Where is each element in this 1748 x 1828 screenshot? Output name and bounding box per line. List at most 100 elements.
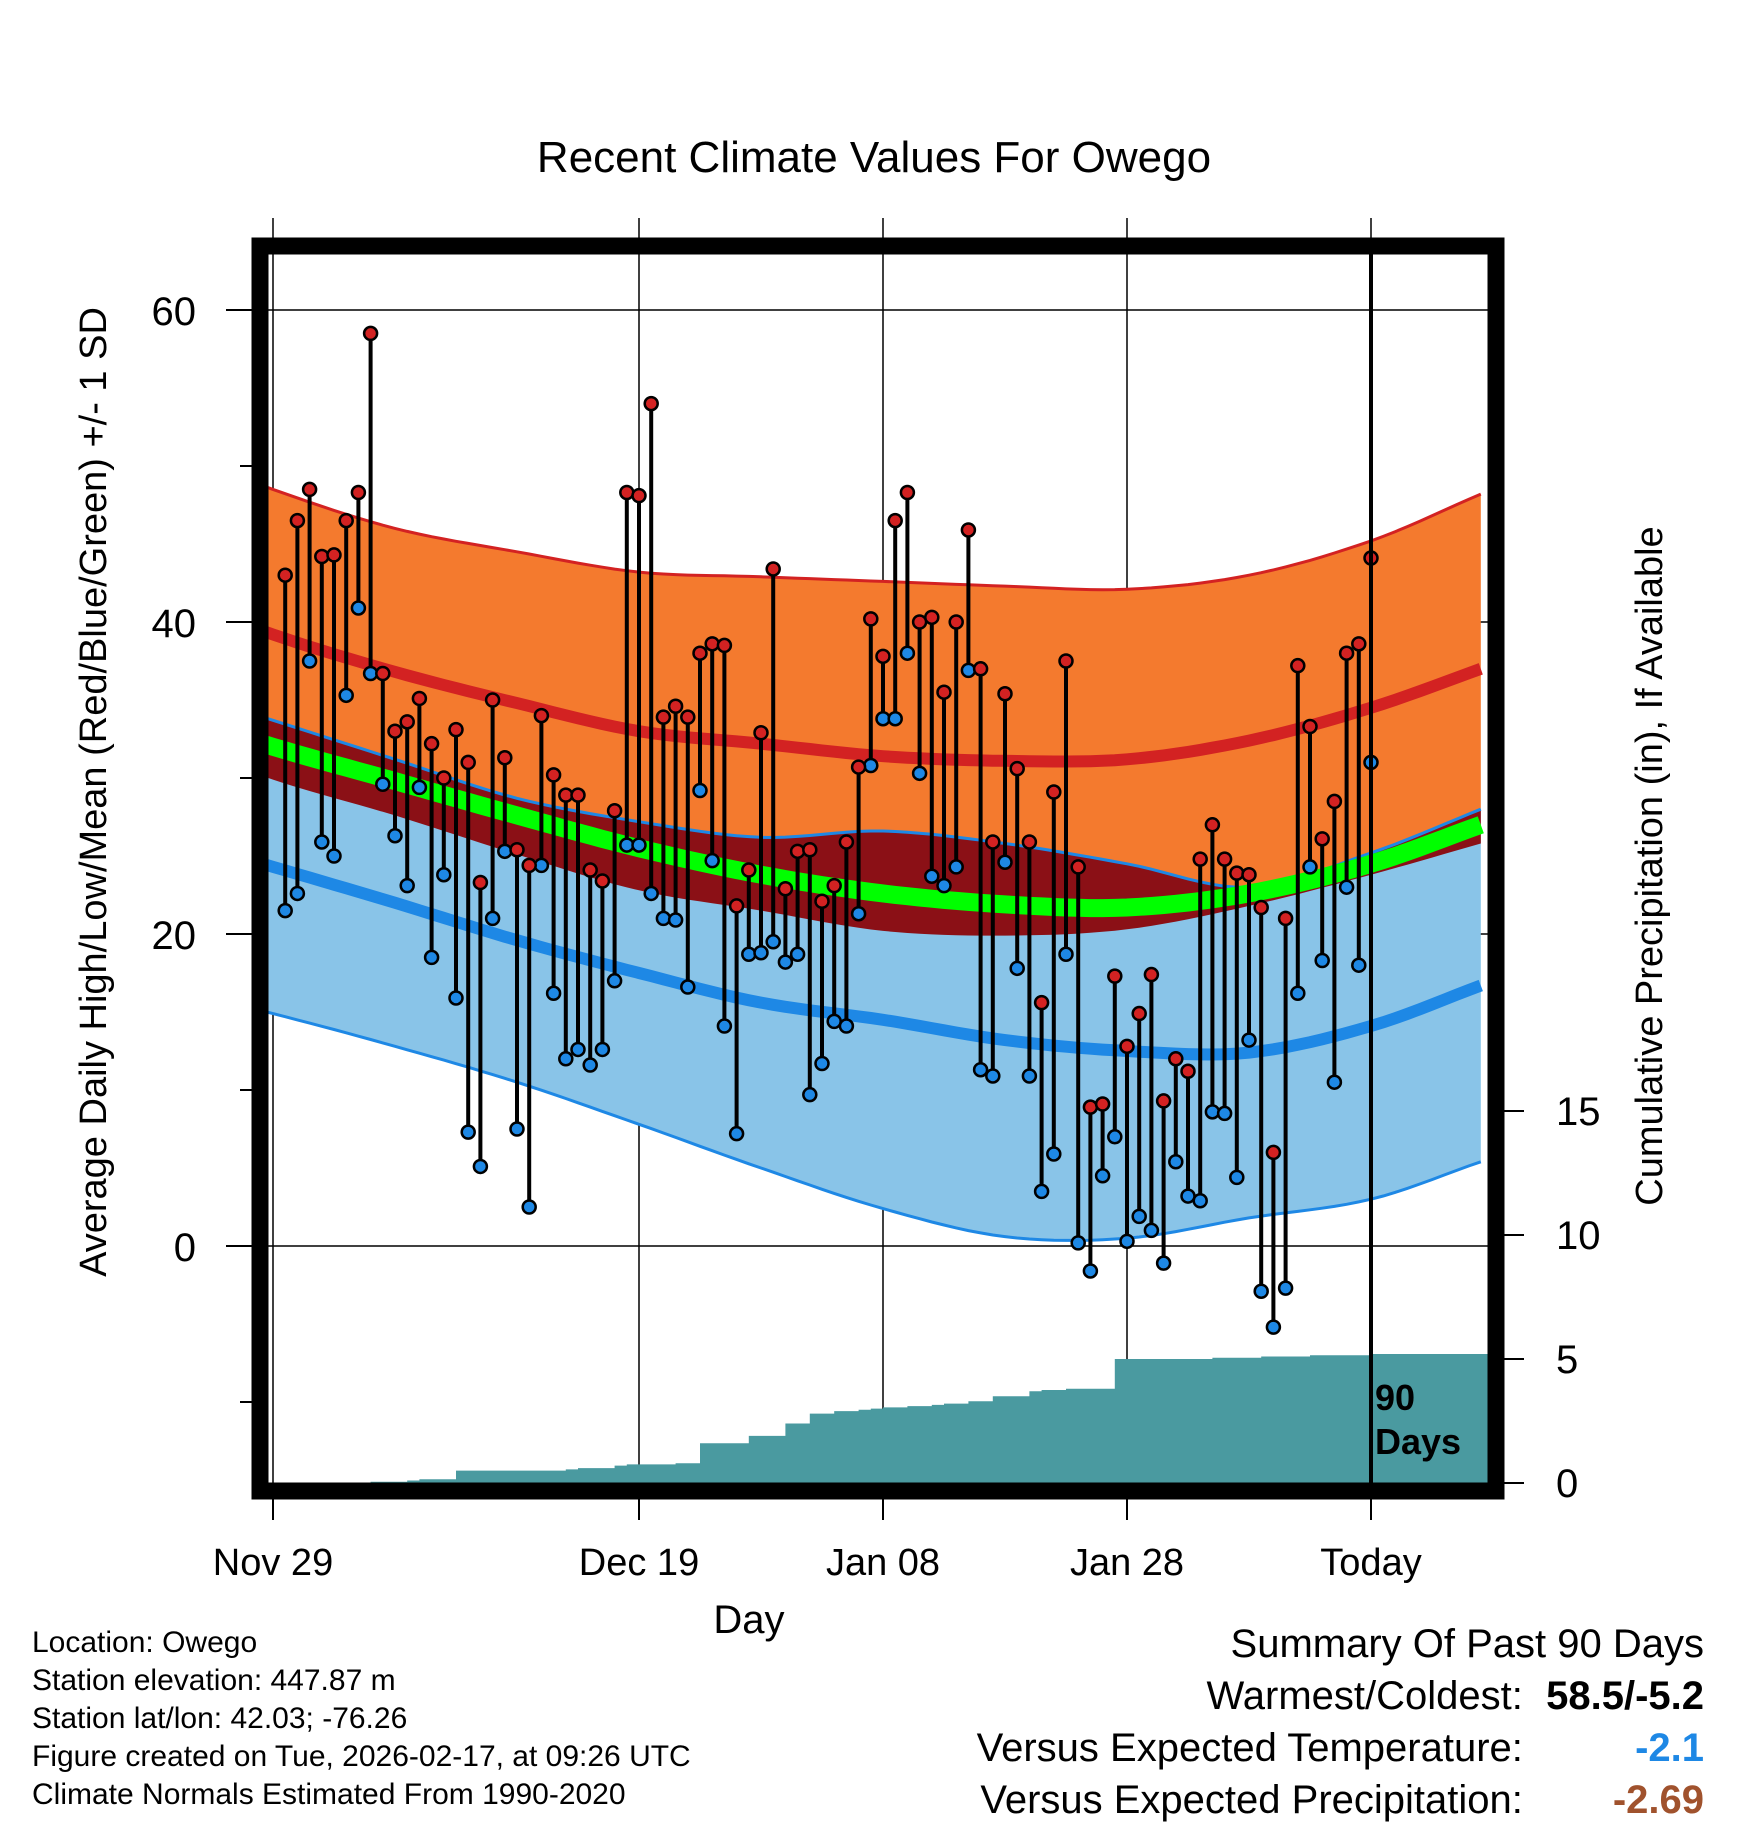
daily-low-point	[1326, 1074, 1343, 1090]
daily-high-point	[985, 834, 1001, 850]
daily-high-point	[1180, 1063, 1196, 1080]
daily-high-point	[728, 898, 745, 914]
daily-low-point	[972, 1061, 989, 1078]
daily-high-point	[277, 567, 293, 583]
daily-low-point	[436, 866, 452, 883]
daily-low-point	[680, 979, 696, 995]
x-tick-label: Today	[1320, 1542, 1421, 1584]
daily-low-point	[728, 1125, 745, 1142]
daily-high-point	[680, 709, 696, 725]
daily-high-point	[484, 692, 501, 708]
daily-high-point	[1058, 653, 1074, 669]
daily-high-point	[863, 611, 879, 627]
daily-low-point	[936, 877, 952, 894]
created-text: Figure created on Tue, 2026-02-17, at 09…	[32, 1740, 691, 1773]
daily-low-point	[1046, 1146, 1062, 1162]
daily-low-point	[789, 946, 806, 963]
daily-high-point	[1168, 1051, 1184, 1067]
daily-low-point	[1033, 1183, 1050, 1200]
normals-text: Climate Normals Estimated From 1990-2020	[32, 1778, 626, 1811]
daily-low-point	[667, 912, 684, 928]
daily-low-point	[850, 905, 867, 922]
daily-high-point	[814, 893, 830, 909]
daily-low-point	[1338, 879, 1355, 895]
daily-low-point	[960, 662, 977, 679]
daily-low-point	[472, 1158, 489, 1175]
daily-high-point	[460, 754, 476, 771]
daily-low-point	[1229, 1169, 1245, 1186]
daily-low-point	[423, 949, 440, 966]
daily-high-point	[1229, 865, 1245, 881]
daily-low-point	[1070, 1235, 1086, 1251]
daily-range-stems	[283, 333, 1373, 1328]
daily-low-point	[545, 985, 562, 1002]
daily-low-point	[1302, 859, 1318, 875]
daily-low-point	[1119, 1233, 1135, 1250]
x-tick-label: Jan 28	[1070, 1542, 1184, 1584]
daily-high-point	[631, 487, 647, 504]
daily-low-point	[1107, 1129, 1123, 1145]
daily-high-point	[1033, 994, 1050, 1011]
plot-frame	[251, 237, 1505, 1500]
daily-low-point	[838, 1018, 855, 1034]
axes: 0 20 40 60 0 5 10 15 Nov 29 Dec 19 Jan 08 Jan 28 Tod…	[152, 290, 1601, 1584]
overlap-band	[268, 718, 1481, 936]
location-text: Location: Owego	[32, 1626, 258, 1659]
daily-high-point	[314, 548, 330, 565]
daily-low-point	[1253, 1283, 1269, 1299]
x-axis-label: Day	[713, 1598, 784, 1642]
latlon-text: Station lat/lon: 42.03; -76.26	[32, 1702, 408, 1735]
x-tick-label: Nov 29	[213, 1542, 333, 1584]
daily-low-point	[1021, 1068, 1038, 1084]
daily-low-point	[1082, 1263, 1099, 1279]
daily-high-point	[887, 512, 903, 529]
daily-low-point	[741, 946, 757, 963]
daily-low-point	[655, 910, 672, 927]
daily-low-point	[484, 910, 501, 927]
daily-low-point	[338, 687, 354, 704]
daily-low-point	[765, 934, 781, 950]
daily-low-point	[1265, 1319, 1282, 1335]
daily-high-point	[1241, 866, 1257, 883]
daily-low-point	[716, 1018, 733, 1034]
precipitation-fill	[273, 1354, 1488, 1483]
daily-high-point	[436, 770, 452, 786]
daily-high-point	[301, 481, 318, 498]
temp-label: Versus Expected Temperature:	[976, 1726, 1523, 1770]
daily-high-point	[753, 725, 769, 741]
daily-low-point	[899, 645, 916, 661]
daily-low-point	[1192, 1193, 1208, 1209]
daily-high-point	[1192, 851, 1208, 867]
daily-high-point	[533, 707, 550, 724]
daily-high-point	[350, 484, 367, 501]
today-label-line: Days	[1375, 1421, 1461, 1462]
daily-high-point	[1351, 636, 1367, 652]
daily-high-point	[521, 857, 537, 874]
daily-high-point	[362, 325, 379, 342]
daily-high-point	[1277, 910, 1294, 927]
daily-low-point	[350, 600, 367, 616]
daily-high-point	[1290, 657, 1306, 674]
daily-low-point	[399, 877, 415, 894]
daily-high-point	[423, 735, 440, 752]
y-tick-label: 20	[152, 914, 197, 958]
daily-high-point	[1009, 760, 1025, 777]
daily-low-point	[411, 779, 428, 796]
low-sd-lower-line	[268, 1010, 1482, 1242]
elevation-text: Station elevation: 447.87 m	[32, 1664, 396, 1697]
daily-high-point	[497, 749, 513, 766]
daily-high-point	[777, 881, 794, 897]
daily-low-point	[997, 854, 1013, 870]
daily-high-point	[606, 803, 623, 819]
daily-high-point	[948, 614, 964, 630]
daily-low-point	[704, 852, 720, 869]
daily-low-point	[277, 902, 293, 919]
daily-low-point	[911, 765, 928, 782]
daily-high-point	[716, 637, 733, 654]
high-sd-upper-line	[268, 486, 1482, 592]
daily-low-point	[1094, 1168, 1111, 1184]
daily-low-point	[1155, 1255, 1172, 1271]
daily-high-point	[802, 842, 818, 858]
daily-high-point	[399, 714, 415, 730]
daily-low-point	[814, 1055, 830, 1072]
